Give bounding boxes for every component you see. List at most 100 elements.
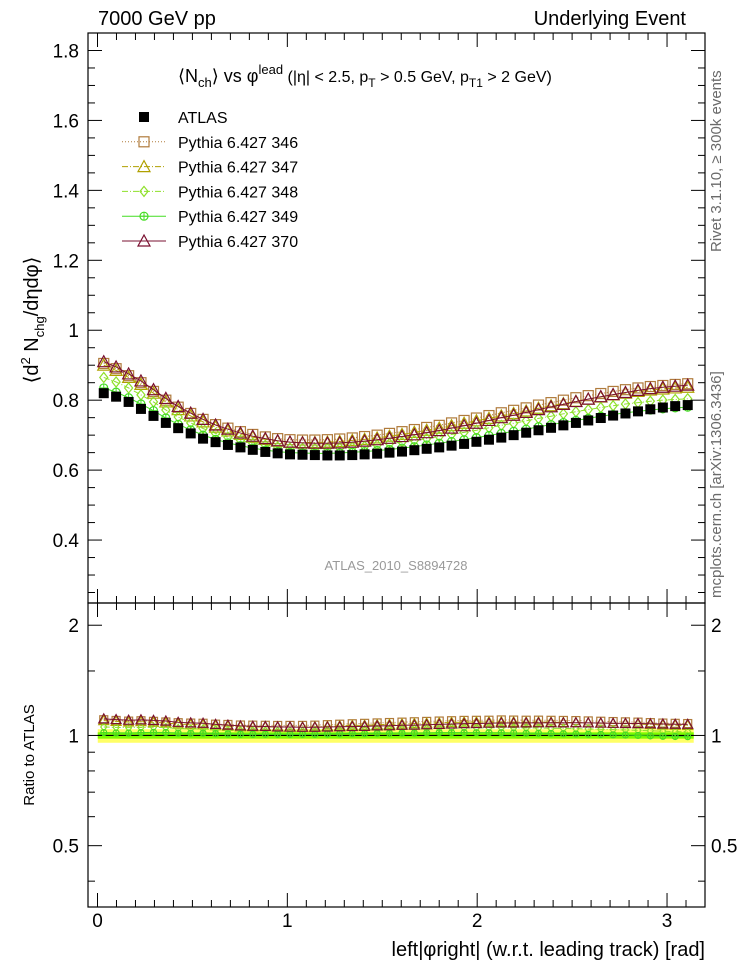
ratio-point	[458, 715, 471, 727]
ratio-point	[507, 716, 520, 728]
legend-entry-p370: Pythia 6.427 370	[122, 233, 298, 251]
data-point	[568, 394, 583, 408]
data-point	[432, 423, 447, 437]
ratio-point	[283, 720, 297, 732]
ratio-point	[209, 718, 222, 729]
ratio-point	[644, 717, 657, 729]
legend-marker	[136, 233, 152, 247]
data-point	[345, 433, 360, 446]
data-point	[309, 450, 320, 461]
data-point	[272, 448, 283, 459]
legend-label: Pythia 6.427 370	[178, 234, 298, 251]
data-point	[382, 431, 397, 444]
ratio-point	[445, 716, 458, 728]
data-point	[407, 425, 422, 438]
data-point	[545, 397, 557, 409]
ratio-point	[395, 719, 409, 730]
ratio-y-tick-label: 0.5	[53, 837, 79, 858]
y-tick-label: 0.8	[53, 391, 79, 412]
ratio-point	[420, 718, 433, 730]
legend-label: ATLAS	[178, 110, 228, 127]
ratio-point	[147, 714, 160, 725]
data-point	[222, 439, 233, 450]
data-point	[434, 442, 445, 453]
data-point	[208, 419, 223, 433]
x-tick-label: 0	[92, 911, 103, 932]
data-point	[483, 434, 494, 445]
data-point	[556, 397, 571, 410]
data-point	[593, 389, 608, 403]
ratio-point	[271, 720, 284, 732]
data-point	[247, 444, 258, 455]
data-point	[494, 410, 509, 424]
data-point	[359, 449, 370, 460]
data-point	[96, 354, 111, 368]
legend-label: Pythia 6.427 349	[178, 209, 298, 226]
legend-label: Pythia 6.427 347	[178, 160, 298, 177]
data-point	[544, 399, 559, 413]
data-point	[459, 438, 470, 449]
ratio-point	[433, 718, 446, 729]
data-point	[583, 415, 594, 426]
data-point	[332, 434, 347, 448]
ratio-point	[619, 717, 632, 728]
y-tick-label: 1.4	[53, 181, 80, 202]
data-point	[148, 410, 159, 421]
ratio-point	[371, 719, 384, 731]
data-point	[345, 434, 360, 448]
data-point	[570, 417, 581, 428]
data-point	[245, 428, 260, 442]
ratio-point	[122, 715, 135, 727]
data-point	[183, 405, 198, 419]
y-tick-label: 0.6	[53, 461, 79, 482]
data-point	[595, 413, 606, 424]
data-point	[220, 421, 235, 435]
ratio-point	[184, 716, 197, 728]
legend-entry-p348: Pythia 6.427 348	[122, 184, 298, 201]
ratio-point	[159, 716, 172, 728]
data-point	[506, 407, 521, 421]
data-point	[570, 392, 582, 404]
ratio-point	[545, 716, 558, 728]
data-point	[158, 394, 173, 408]
ratio-point	[296, 721, 309, 732]
data-point	[98, 371, 109, 384]
legend-label: Pythia 6.427 348	[178, 184, 298, 201]
series-atlas	[98, 388, 693, 461]
data-point	[196, 412, 211, 426]
data-point	[444, 418, 459, 432]
data-point	[332, 435, 347, 449]
data-point	[519, 405, 534, 419]
x-tick-label: 1	[282, 911, 293, 932]
ratio-point	[532, 716, 545, 728]
data-point	[334, 450, 345, 461]
data-point	[469, 416, 484, 429]
data-point	[297, 449, 308, 460]
ratio-point	[159, 714, 172, 726]
data-point	[419, 425, 434, 439]
data-point	[657, 402, 668, 413]
series-layer	[96, 354, 695, 461]
data-point	[171, 399, 186, 413]
data-point	[655, 381, 670, 395]
data-point	[372, 448, 383, 459]
data-point	[111, 376, 121, 388]
data-point	[109, 363, 124, 377]
data-point	[307, 435, 322, 449]
legend-entry-p349: Pythia 6.427 349	[122, 209, 298, 226]
ratio-y-tick-label-right: 2	[711, 616, 722, 637]
data-point	[357, 433, 372, 447]
ratio-point	[669, 718, 682, 729]
data-point	[198, 433, 209, 444]
data-point	[295, 435, 310, 449]
data-point	[370, 430, 385, 444]
legend-marker	[138, 136, 150, 148]
data-point	[320, 435, 335, 449]
axis-layer: 0 1 2 3 0.4 0.6 0.8 1 1.2 1.4 1.6 1.8 0.5 0.5 1 1 2 2	[53, 32, 737, 932]
data-point	[582, 390, 594, 402]
ratio-point	[321, 720, 334, 732]
ratio-point	[246, 720, 259, 731]
legend-entry-p347: Pythia 6.427 347	[122, 159, 298, 177]
data-point	[432, 420, 447, 434]
ratio-line	[103, 726, 688, 733]
